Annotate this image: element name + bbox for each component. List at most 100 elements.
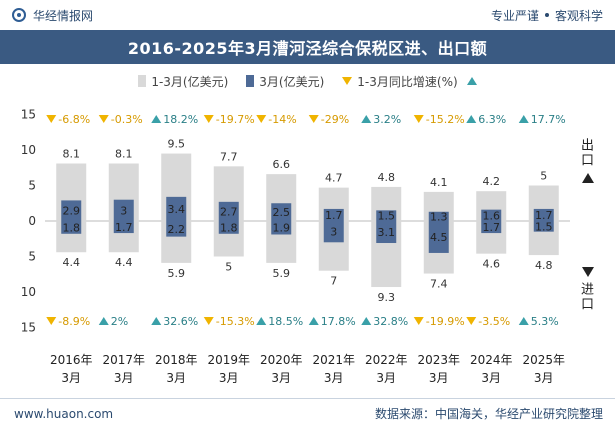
label-import-month: 1.8 [220, 221, 238, 234]
bar-export-month [376, 210, 397, 221]
legend-label-month: 3月(亿美元) [259, 74, 325, 89]
x-tick-label-year: 2017年 [102, 353, 145, 367]
label-import-cum: 4.6 [483, 258, 501, 271]
x-tick-label-year: 2025年 [522, 353, 565, 367]
top-bar: 华经情报网 专业严谨 客观科学 [0, 0, 615, 30]
label-export-month: 1.7 [535, 209, 553, 222]
x-tick-label-year: 2024年 [470, 353, 513, 367]
bar-export-month [218, 201, 239, 221]
bar-export-month [533, 208, 554, 221]
y-tick-label: 0 [28, 214, 36, 228]
bar-export-month [481, 209, 502, 221]
label-import-yoy: -3.5% [478, 315, 510, 328]
x-tick-label-year: 2021年 [312, 353, 355, 367]
label-import-yoy: 5.3% [531, 315, 559, 328]
tagline-right: 客观科学 [554, 8, 603, 23]
x-tick-label-month: 3月 [376, 371, 396, 385]
bar-import-month [113, 221, 134, 234]
x-tick-label-month: 3月 [219, 371, 239, 385]
bar-import-month [218, 221, 239, 234]
export-yoy-up-icon [151, 115, 162, 123]
legend-label-cum: 1-3月(亿美元) [151, 74, 229, 89]
label-import-yoy: 32.8% [373, 315, 408, 328]
label-import-month: 2.2 [168, 223, 186, 236]
import-yoy-up-icon [256, 317, 267, 325]
import-yoy-up-icon [308, 317, 319, 325]
bar-import-month [376, 221, 397, 244]
legend-item-cum: 1-3月(亿美元) [138, 73, 228, 90]
label-import-yoy: 2% [111, 315, 128, 328]
y-tick-label: 15 [21, 108, 36, 122]
bar-import-month [61, 221, 82, 234]
label-export-month: 2.7 [220, 205, 238, 218]
label-export-month: 1.6 [483, 209, 501, 222]
label-export-cum: 9.5 [168, 138, 186, 151]
label-import-yoy: 32.6% [163, 315, 198, 328]
legend-swatch-month-icon [246, 75, 255, 87]
label-export-cum: 7.7 [220, 150, 238, 163]
label-import-month: 1.7 [483, 221, 501, 234]
legend-item-month: 3月(亿美元) [246, 73, 324, 90]
x-tick-label-year: 2019年 [207, 353, 250, 367]
side-label-import: 进口 [578, 282, 593, 312]
x-tick-label-month: 3月 [324, 371, 344, 385]
x-tick-label-month: 3月 [481, 371, 501, 385]
label-export-yoy: -29% [321, 113, 349, 126]
bar-export-month [271, 203, 292, 221]
label-export-yoy: 3.2% [373, 113, 401, 126]
y-tick-label: 5 [28, 250, 36, 264]
x-tick-label-month: 3月 [114, 371, 134, 385]
brand-logo-icon [10, 6, 28, 24]
x-tick-label-month: 3月 [271, 371, 291, 385]
chart-title: 2016-2025年3月漕河泾综合保税区进、出口额 [0, 30, 615, 64]
export-yoy-down-icon [203, 115, 214, 123]
bar-export-month [428, 211, 449, 221]
export-yoy-up-icon [518, 115, 529, 123]
label-export-cum: 8.1 [115, 147, 133, 160]
y-tick-label: 5 [28, 179, 36, 193]
label-import-yoy: -19.9% [426, 315, 465, 328]
y-tick-label: 15 [21, 321, 36, 335]
label-import-cum: 4.4 [63, 256, 81, 269]
y-tick-label: 10 [21, 143, 36, 157]
import-yoy-down-icon [466, 317, 477, 325]
label-export-cum: 4.7 [325, 172, 343, 185]
label-export-cum: 8.1 [63, 147, 81, 160]
export-yoy-up-icon [361, 115, 372, 123]
label-import-cum: 9.3 [378, 291, 396, 304]
label-export-cum: 5 [540, 170, 547, 183]
bar-import-month [271, 221, 292, 235]
legend-label-yoy: 1-3月同比增速(%) [357, 74, 458, 89]
legend-triangle-up-icon [466, 77, 477, 85]
x-tick-label-year: 2022年 [365, 353, 408, 367]
bar-import-month [533, 221, 554, 232]
label-export-cum: 4.2 [483, 175, 501, 188]
import-yoy-up-icon [361, 317, 372, 325]
footer-source: 数据来源：中国海关，华经产业研究院整理 [374, 407, 603, 421]
side-label-export: 出口 [578, 138, 593, 168]
label-export-yoy: -6.8% [58, 113, 90, 126]
label-import-month: 1.9 [273, 222, 291, 235]
label-import-yoy: 18.5% [268, 315, 303, 328]
label-export-month: 2.5 [273, 206, 291, 219]
label-export-month: 1.3 [430, 210, 448, 223]
import-yoy-down-icon [46, 317, 57, 325]
import-yoy-up-icon [518, 317, 529, 325]
export-arrow-up-icon [582, 173, 594, 183]
tagline-left: 专业严谨 [490, 8, 539, 23]
legend: 1-3月(亿美元) 3月(亿美元) 1-3月同比增速(%) [0, 70, 615, 92]
x-tick-label-month: 3月 [61, 371, 81, 385]
label-import-cum: 5.9 [273, 267, 291, 280]
label-export-month: 2.9 [63, 205, 81, 218]
label-export-yoy: -14% [268, 113, 296, 126]
bar-export-month [323, 208, 344, 221]
label-import-month: 3 [330, 226, 337, 239]
export-yoy-down-icon [98, 115, 109, 123]
label-import-cum: 4.4 [115, 256, 133, 269]
label-export-yoy: -0.3% [111, 113, 143, 126]
legend-item-yoy: 1-3月同比增速(%) [342, 73, 477, 90]
bar-import-month [323, 221, 344, 243]
export-yoy-down-icon [413, 115, 424, 123]
bar-export-month [61, 200, 82, 221]
label-export-cum: 6.6 [273, 158, 291, 171]
